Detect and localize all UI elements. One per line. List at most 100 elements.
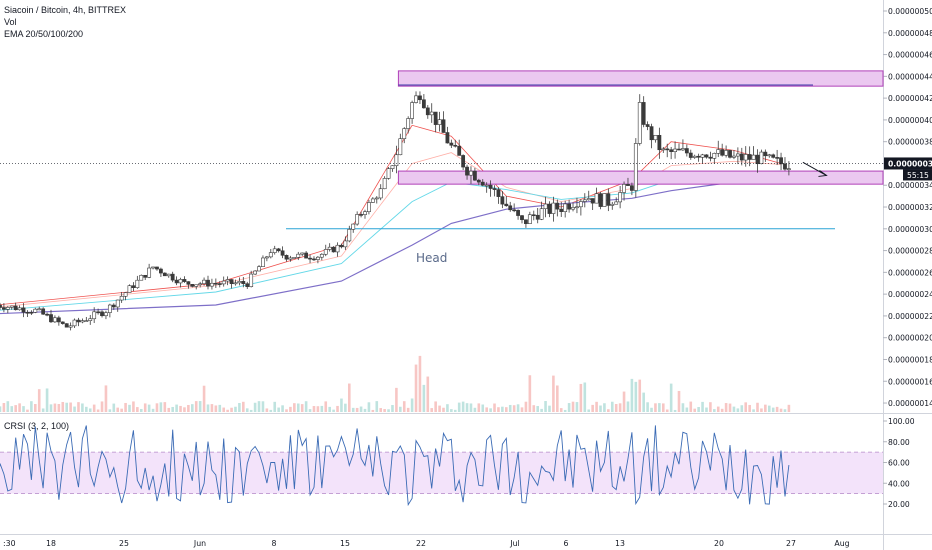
candle-up	[661, 148, 666, 151]
head-label: Head	[416, 251, 447, 265]
volume-bar	[383, 409, 386, 412]
candle-up	[17, 307, 22, 311]
volume-bar	[709, 402, 712, 412]
volume-bar	[324, 401, 328, 412]
volume-bar	[363, 408, 367, 412]
candle-up	[716, 149, 721, 154]
candle-down	[312, 258, 316, 261]
volume-bar	[618, 403, 622, 412]
candle-down	[100, 311, 104, 317]
candle-down	[170, 273, 175, 281]
time-tick-label: Jun	[193, 539, 206, 548]
price-tick-label: 0.00000040	[888, 116, 932, 125]
price-tick-label: 0.00000026	[888, 268, 932, 277]
candle-down	[696, 155, 701, 158]
candle-down	[504, 203, 509, 207]
volume-bar	[187, 404, 190, 412]
candle-down	[131, 285, 136, 288]
volume-bar	[748, 404, 751, 412]
volume-bar	[45, 388, 49, 412]
candle-down	[520, 215, 524, 221]
volume-label: Vol	[4, 17, 17, 27]
candle-down	[304, 252, 309, 259]
candle-up	[296, 253, 301, 258]
candle-down	[143, 274, 148, 278]
candle-up	[84, 320, 89, 322]
last-price-badge	[884, 157, 932, 170]
volume-bar	[662, 403, 665, 412]
candle-up	[575, 206, 579, 209]
volume-bar	[485, 407, 488, 412]
volume-bar	[473, 407, 477, 412]
volume-bar	[6, 401, 10, 412]
volume-bar	[728, 403, 732, 412]
candle-up	[751, 154, 756, 160]
candle-up	[221, 280, 226, 285]
price-tick-label: 0.00000018	[888, 355, 932, 364]
candle-down	[60, 321, 65, 324]
volume-bar	[469, 403, 473, 412]
volume-bar	[579, 383, 583, 412]
volume-bar	[548, 405, 551, 412]
volume-bar	[783, 409, 787, 412]
price-tick-label: 0.00000050	[888, 7, 932, 16]
volume-bar	[355, 407, 359, 412]
candle-up	[119, 295, 124, 301]
resistance-zone	[397, 70, 884, 87]
candle-up	[178, 279, 183, 284]
candle-up	[586, 198, 591, 201]
volume-bar	[316, 406, 320, 412]
candle-up	[681, 148, 685, 151]
candle-up	[386, 168, 391, 179]
candle-up	[370, 198, 375, 203]
candle-up	[571, 207, 575, 210]
price-tick-label: 0.00000038	[888, 138, 932, 147]
candle-up	[382, 178, 387, 190]
price-tick-label: 0.00000042	[888, 94, 932, 103]
candle-down	[190, 284, 195, 287]
volume-bar	[18, 403, 21, 412]
countdown-badge	[903, 169, 932, 181]
candle-down	[441, 119, 446, 133]
volume-bar	[53, 403, 57, 412]
volume-bar	[410, 398, 414, 412]
volume-bar	[41, 408, 45, 412]
volume-bar	[179, 405, 182, 412]
candle-up	[37, 308, 42, 311]
candle-down	[421, 99, 426, 109]
price-tick-label: 0.00000046	[888, 51, 932, 60]
volume-bar	[446, 404, 449, 412]
volume-bar	[85, 406, 88, 412]
candle-up	[288, 257, 293, 260]
candle-up	[261, 257, 265, 268]
candle-up	[406, 118, 411, 129]
candle-up	[202, 279, 206, 285]
candle-up	[743, 154, 748, 161]
crsi-label: CRSI (3, 2, 100)	[4, 421, 70, 431]
volume-bar	[681, 403, 685, 412]
price-tick-label: 0.00000014	[888, 399, 932, 408]
candle-down	[453, 144, 458, 147]
volume-bar	[775, 406, 779, 412]
volume-bar	[61, 401, 65, 412]
candle-down	[641, 102, 646, 125]
candle-up	[300, 252, 305, 255]
volume-bar	[779, 408, 783, 412]
candle-down	[418, 95, 422, 101]
candle-down	[512, 209, 517, 212]
volume-bar	[610, 401, 614, 412]
volume-bar	[395, 387, 398, 412]
price-tick-label: 0.00000048	[888, 29, 932, 38]
volume-bar	[304, 401, 308, 412]
candle-down	[339, 244, 344, 248]
candle-up	[622, 184, 626, 193]
volume-bar	[151, 408, 155, 412]
candle-down	[155, 266, 159, 270]
volume-bar	[10, 406, 14, 412]
volume-bar	[175, 404, 178, 412]
candle-down	[284, 254, 289, 260]
volume-bar	[489, 408, 492, 412]
candle-up	[139, 274, 144, 281]
volume-bar	[669, 383, 673, 412]
